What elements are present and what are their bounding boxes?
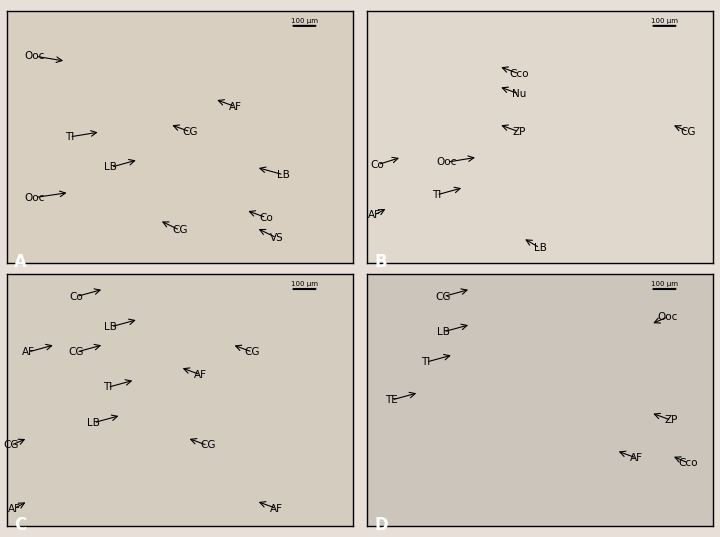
Text: ZP: ZP [513, 127, 526, 137]
Text: AF: AF [368, 210, 381, 220]
Text: CG: CG [183, 127, 198, 137]
Text: CG: CG [172, 226, 188, 235]
Text: LB: LB [87, 418, 100, 428]
Text: 100 µm: 100 µm [651, 18, 678, 24]
Text: 100 µm: 100 µm [651, 281, 678, 287]
Text: Co: Co [371, 159, 384, 170]
Text: Ooc: Ooc [24, 51, 45, 61]
Text: TI: TI [103, 382, 112, 393]
Text: AF: AF [22, 347, 35, 357]
Text: Cco: Cco [510, 69, 529, 79]
Text: Ooc: Ooc [24, 192, 45, 202]
Text: CG: CG [3, 440, 19, 451]
Text: A: A [14, 253, 27, 271]
Text: VS: VS [270, 233, 284, 243]
Text: AF: AF [8, 504, 21, 513]
Text: CG: CG [245, 347, 261, 357]
Text: Co: Co [69, 292, 84, 302]
Text: TI: TI [421, 357, 431, 367]
Text: D: D [374, 516, 388, 534]
Text: LB: LB [277, 170, 290, 180]
Text: TI: TI [65, 132, 74, 142]
Text: Cco: Cco [679, 458, 698, 468]
Text: CG: CG [681, 127, 696, 137]
Text: LB: LB [437, 327, 450, 337]
Text: AF: AF [270, 504, 283, 513]
Text: ZP: ZP [665, 415, 678, 425]
Text: Nu: Nu [512, 89, 526, 99]
Text: CG: CG [68, 347, 84, 357]
Text: C: C [14, 516, 27, 534]
Text: LB: LB [104, 322, 117, 332]
Text: LB: LB [104, 162, 117, 172]
Text: LB: LB [534, 243, 546, 253]
Text: AF: AF [194, 370, 207, 380]
Text: Ooc: Ooc [657, 312, 678, 322]
Text: B: B [374, 253, 387, 271]
Text: 100 µm: 100 µm [291, 281, 318, 287]
Text: CG: CG [436, 292, 451, 302]
Text: Co: Co [259, 213, 274, 223]
Text: TE: TE [385, 395, 397, 405]
Text: TI: TI [432, 190, 441, 200]
Text: Ooc: Ooc [436, 157, 457, 167]
Text: AF: AF [630, 453, 643, 463]
Text: 100 µm: 100 µm [291, 18, 318, 24]
Text: CG: CG [200, 440, 215, 451]
Text: AF: AF [229, 101, 242, 112]
